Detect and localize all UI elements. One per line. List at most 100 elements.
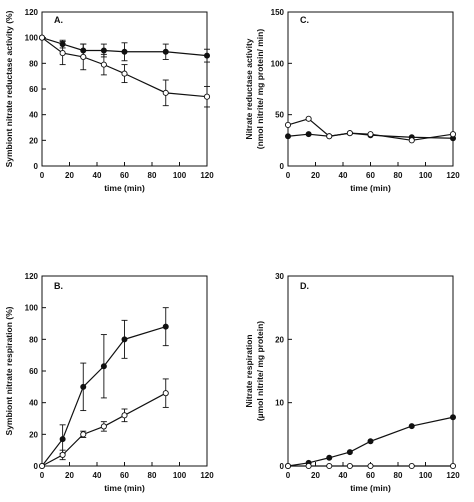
y-axis-title: Symbiont nitrate reductase activity (%)	[4, 10, 14, 167]
x-tick-label: 0	[286, 171, 291, 180]
x-tick-label: 60	[366, 471, 375, 480]
data-point	[284, 133, 291, 140]
y-tick-label: 150	[271, 8, 285, 17]
series-filled	[284, 414, 456, 469]
data-point	[326, 454, 333, 461]
data-point	[203, 52, 210, 59]
x-tick-label: 60	[366, 171, 375, 180]
data-point	[408, 137, 415, 144]
chart-panel-c: 0 20 40 60 80 100 120 0 50 100 150 time (min) Nitrat…	[244, 8, 460, 193]
panel-label: A.	[54, 15, 63, 25]
data-point	[121, 70, 128, 77]
plot-frame	[41, 275, 208, 467]
y-tick-label: 20	[29, 430, 38, 439]
data-point	[346, 130, 353, 137]
x-tick-label: 0	[286, 471, 291, 480]
data-point	[305, 462, 312, 470]
data-point	[162, 89, 169, 96]
x-tick-label: 40	[339, 471, 348, 480]
x-tick-label: 120	[446, 171, 460, 180]
data-point	[326, 462, 333, 470]
plot-frame	[287, 11, 454, 167]
y-axis-title: (nmol nitrite/ mg protein/ min)	[255, 29, 265, 150]
x-tick-label: 100	[419, 471, 433, 480]
y-tick-label: 120	[25, 8, 39, 17]
data-point	[38, 462, 46, 470]
x-tick-label: 20	[311, 171, 320, 180]
x-tick-label: 20	[311, 471, 320, 480]
data-point	[80, 383, 87, 390]
y-tick-label: 20	[275, 335, 284, 344]
y-tick-label: 0	[34, 462, 39, 471]
data-point	[367, 438, 374, 445]
series-open	[38, 378, 169, 470]
y-tick-label: 60	[29, 85, 38, 94]
series-filled	[39, 307, 169, 469]
x-tick-label: 100	[173, 471, 187, 480]
panel-label: B.	[54, 281, 63, 291]
chart-panel-a: 0 20 40 60 80 100 120 0 20 40 60 80 100 120 time (min)…	[4, 8, 214, 193]
y-axis-title: Symbiont nitrate respiration (%)	[4, 306, 14, 435]
series-open	[38, 34, 211, 108]
y-tick-label: 20	[29, 136, 38, 145]
data-point	[326, 133, 333, 140]
y-tick-label: 120	[25, 272, 39, 281]
plot-frame	[287, 275, 454, 467]
x-tick-label: 0	[40, 171, 45, 180]
data-point	[203, 93, 211, 100]
series-line	[41, 392, 167, 467]
y-tick-label: 50	[275, 111, 284, 120]
data-point	[59, 451, 66, 458]
data-point	[100, 363, 107, 370]
data-point	[162, 48, 169, 55]
data-point	[449, 131, 457, 138]
y-tick-label: 0	[280, 162, 285, 171]
x-tick-label: 120	[200, 471, 214, 480]
y-tick-label: 80	[29, 59, 38, 68]
data-point	[449, 414, 456, 421]
y-tick-label: 100	[25, 34, 39, 43]
y-tick-label: 30	[275, 272, 284, 281]
data-point	[408, 423, 415, 430]
data-point	[100, 61, 107, 68]
y-tick-label: 10	[275, 399, 284, 408]
panel-label: D.	[300, 281, 309, 291]
y-tick-label: 60	[29, 367, 38, 376]
data-point	[346, 462, 353, 470]
y-tick-label: 80	[29, 335, 38, 344]
data-point	[100, 423, 107, 430]
y-tick-label: 40	[29, 111, 38, 120]
y-tick-label: 0	[280, 462, 285, 471]
data-point	[162, 323, 169, 330]
y-tick-label: 40	[29, 399, 38, 408]
x-axis-title: time (min)	[350, 183, 391, 193]
data-point	[121, 412, 128, 419]
x-tick-label: 80	[394, 171, 403, 180]
x-axis-title: time (min)	[104, 483, 145, 493]
x-tick-label: 120	[446, 471, 460, 480]
x-tick-label: 100	[419, 171, 433, 180]
y-axis-title: Nitrate respiration	[244, 334, 254, 407]
x-tick-label: 80	[394, 471, 403, 480]
x-tick-label: 40	[93, 171, 102, 180]
data-point	[284, 462, 292, 470]
data-point	[80, 53, 87, 60]
x-tick-label: 60	[120, 471, 129, 480]
data-point	[59, 436, 66, 443]
data-point	[305, 131, 312, 138]
x-tick-label: 0	[40, 471, 45, 480]
y-axis-title: Nitrate reductase activity	[244, 38, 254, 139]
x-tick-label: 40	[339, 171, 348, 180]
y-tick-label: 100	[271, 59, 285, 68]
data-point	[449, 462, 457, 470]
plot-frame	[41, 11, 208, 167]
data-point	[162, 390, 169, 397]
data-point	[346, 449, 353, 456]
panel-label: C.	[300, 15, 309, 25]
x-tick-label: 80	[148, 171, 157, 180]
x-tick-label: 60	[120, 171, 129, 180]
series-line	[41, 326, 166, 467]
data-point	[367, 462, 374, 470]
x-tick-label: 20	[65, 171, 74, 180]
